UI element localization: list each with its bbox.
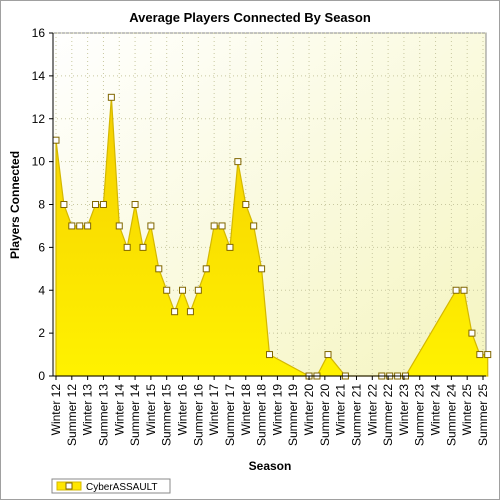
x-tick-label: Summer 12 xyxy=(65,384,79,446)
data-point-marker xyxy=(258,265,266,273)
y-tick-label: 12 xyxy=(32,112,46,126)
data-point-marker xyxy=(242,201,250,208)
data-point-marker xyxy=(324,351,332,359)
legend-marker xyxy=(65,482,73,490)
x-tick-label: Winter 23 xyxy=(397,384,411,436)
x-tick-label: Winter 25 xyxy=(460,384,474,436)
y-tick-labels: 0 2 4 6 8 10 12 14 16 xyxy=(32,26,53,383)
data-point-marker xyxy=(163,286,171,294)
data-point-marker xyxy=(139,243,147,251)
x-tick-labels: Winter 12 Summer 12 Winter 13 Summer 13 Wint… xyxy=(49,376,490,446)
data-point-marker xyxy=(92,201,100,208)
x-tick-label: Winter 19 xyxy=(270,384,284,436)
data-point-marker xyxy=(147,222,155,230)
data-point-marker xyxy=(468,329,476,337)
x-tick-label: Winter 15 xyxy=(144,384,158,436)
legend: CyberASSAULT xyxy=(51,478,171,494)
data-point-marker xyxy=(484,351,492,359)
y-tick-label: 0 xyxy=(38,369,45,383)
series-markers xyxy=(52,93,492,380)
y-tick-label: 16 xyxy=(32,26,46,40)
data-point-marker xyxy=(186,308,194,316)
x-axis-title: Season xyxy=(249,459,292,473)
x-tick-label: Winter 13 xyxy=(81,384,95,436)
data-point-marker xyxy=(155,265,163,273)
x-tick-label: Summer 20 xyxy=(318,384,332,446)
x-tick-label: Winter 17 xyxy=(207,384,221,436)
data-point-marker xyxy=(202,265,210,273)
data-point-marker xyxy=(99,201,107,208)
x-tick-label: Summer 24 xyxy=(444,384,458,446)
data-point-marker xyxy=(52,136,60,144)
y-tick-label: 2 xyxy=(38,326,45,340)
data-point-marker xyxy=(194,286,202,294)
y-axis-title: Players Connected xyxy=(8,151,22,259)
data-point-marker xyxy=(452,286,460,294)
y-tick-label: 6 xyxy=(38,240,45,254)
data-point-marker xyxy=(179,286,187,294)
data-point-marker xyxy=(460,286,468,294)
x-tick-label: Summer 16 xyxy=(191,384,205,446)
x-tick-label: Summer 13 xyxy=(96,384,110,446)
x-tick-label: Winter 20 xyxy=(302,384,316,436)
data-point-marker xyxy=(131,201,139,208)
x-tick-label: Winter 22 xyxy=(365,384,379,436)
data-point-marker xyxy=(76,222,84,230)
data-point-marker xyxy=(123,243,131,251)
data-point-marker xyxy=(250,222,258,230)
data-point-marker xyxy=(171,308,179,316)
data-point-marker xyxy=(84,222,92,230)
x-tick-label: Winter 21 xyxy=(334,384,348,436)
x-tick-label: Summer 17 xyxy=(223,384,237,446)
x-tick-label: Summer 19 xyxy=(286,384,300,446)
x-tick-label: Summer 22 xyxy=(381,384,395,446)
x-tick-label: Summer 25 xyxy=(476,384,490,446)
data-point-marker xyxy=(68,222,76,230)
chart-title: Average Players Connected By Season xyxy=(129,10,371,25)
x-tick-label: Winter 12 xyxy=(49,384,63,436)
data-point-marker xyxy=(107,93,115,101)
legend-label: CyberASSAULT xyxy=(86,482,158,493)
data-point-marker xyxy=(266,351,273,359)
x-tick-label: Winter 18 xyxy=(239,384,253,436)
data-point-marker xyxy=(218,222,226,230)
x-tick-label: Summer 23 xyxy=(413,384,427,446)
data-point-marker xyxy=(476,351,484,359)
x-tick-label: Summer 14 xyxy=(128,384,142,446)
y-tick-label: 4 xyxy=(38,283,45,297)
data-point-marker xyxy=(226,243,234,251)
data-point-marker xyxy=(60,201,68,208)
data-point-marker xyxy=(234,158,242,166)
x-tick-label: Summer 21 xyxy=(349,384,363,446)
x-tick-label: Winter 14 xyxy=(112,384,126,436)
x-tick-label: Summer 18 xyxy=(255,384,269,446)
x-tick-label: Winter 16 xyxy=(176,384,190,436)
x-tick-label: Summer 15 xyxy=(160,384,174,446)
y-tick-label: 10 xyxy=(32,155,46,169)
x-tick-label: Winter 24 xyxy=(429,384,443,436)
y-tick-label: 8 xyxy=(38,198,45,212)
data-point-marker xyxy=(115,222,123,230)
data-point-marker xyxy=(210,222,218,230)
y-tick-label: 14 xyxy=(32,69,46,83)
